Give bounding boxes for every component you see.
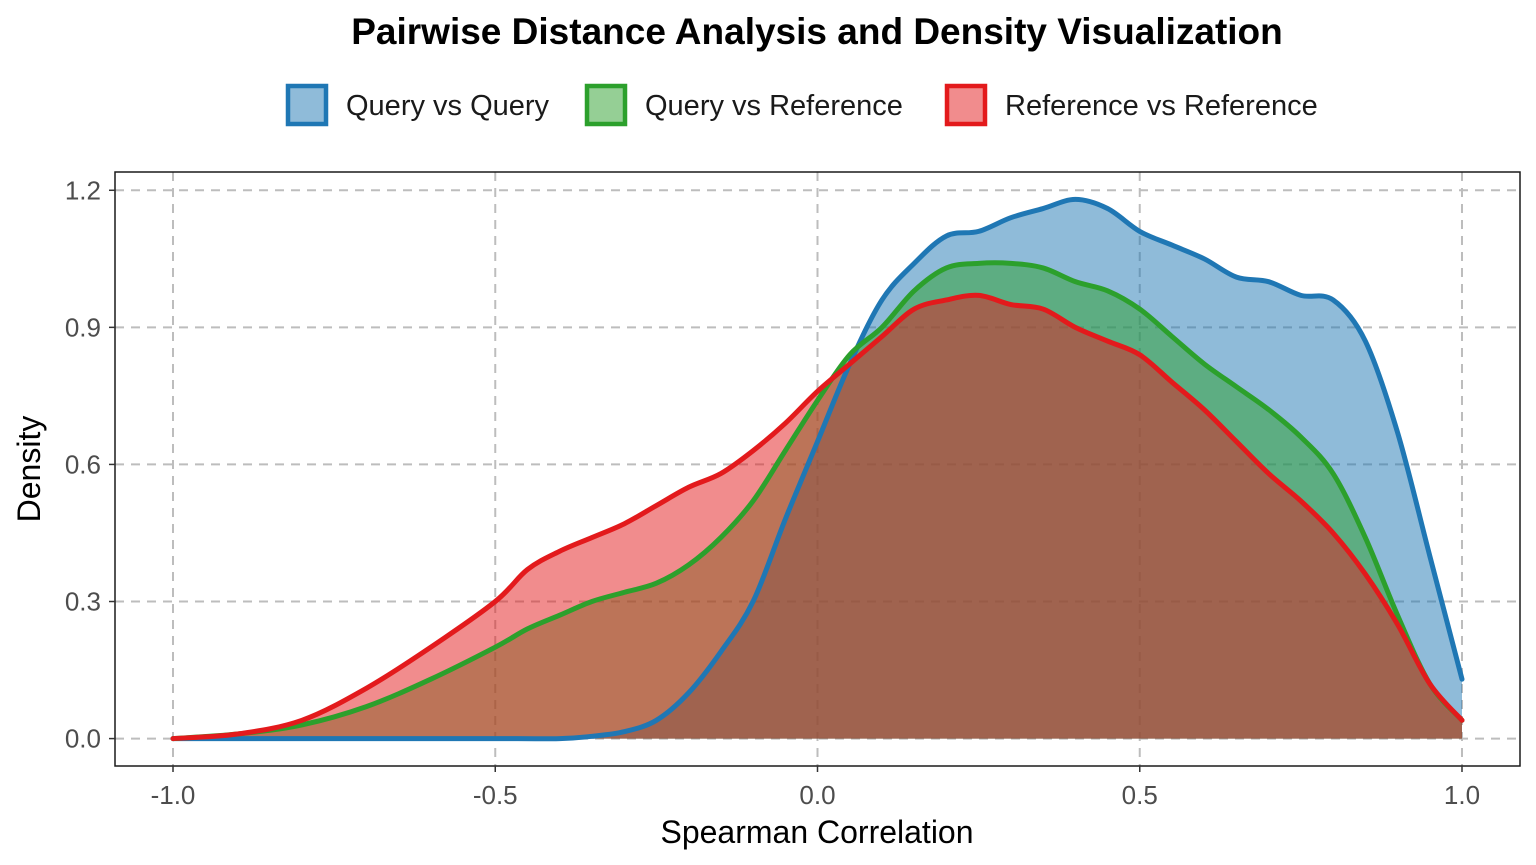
x-tick-label-4: 1.0 [1444, 780, 1480, 810]
y-tick-label-1: 0.3 [65, 587, 101, 617]
y-tick-label-0: 0.0 [65, 724, 101, 754]
y-tick-label-4: 1.2 [65, 175, 101, 205]
y-tick-label-2: 0.6 [65, 449, 101, 479]
legend-item-query-vs-query: Query vs Query [285, 83, 550, 127]
x-axis: -1.0 -0.5 0.0 0.5 1.0 [151, 766, 1480, 810]
x-tick-label-3: 0.5 [1122, 780, 1158, 810]
legend-label-query-vs-query: Query vs Query [346, 90, 550, 122]
x-tick-label-2: 0.0 [799, 780, 835, 810]
y-axis-title: Density [11, 416, 47, 523]
y-tick-label-3: 0.9 [65, 312, 101, 342]
density-lines [170, 196, 1465, 742]
chart-title: Pairwise Distance Analysis and Density V… [351, 11, 1283, 52]
legend: Query vs Query Query vs Reference Referenc… [285, 83, 1318, 127]
line-reference-vs-reference [170, 292, 1465, 742]
legend-item-reference-vs-reference: Reference vs Reference [944, 83, 1318, 127]
y-axis: 0.0 0.3 0.6 0.9 1.2 [65, 175, 115, 754]
legend-label-query-vs-reference: Query vs Reference [645, 90, 903, 122]
legend-key-query-vs-reference [584, 83, 628, 127]
legend-key-query-vs-query [285, 83, 329, 127]
line-query-vs-query [170, 196, 1465, 742]
line-query-vs-reference [170, 260, 1465, 742]
legend-label-reference-vs-reference: Reference vs Reference [1005, 90, 1318, 122]
area-reference-vs-reference [173, 295, 1462, 739]
x-tick-label-0: -1.0 [151, 780, 196, 810]
x-axis-title: Spearman Correlation [660, 814, 973, 850]
x-tick-label-1: -0.5 [473, 780, 518, 810]
density-areas [173, 199, 1462, 739]
legend-key-reference-vs-reference [944, 83, 988, 127]
legend-item-query-vs-reference: Query vs Reference [584, 83, 903, 127]
